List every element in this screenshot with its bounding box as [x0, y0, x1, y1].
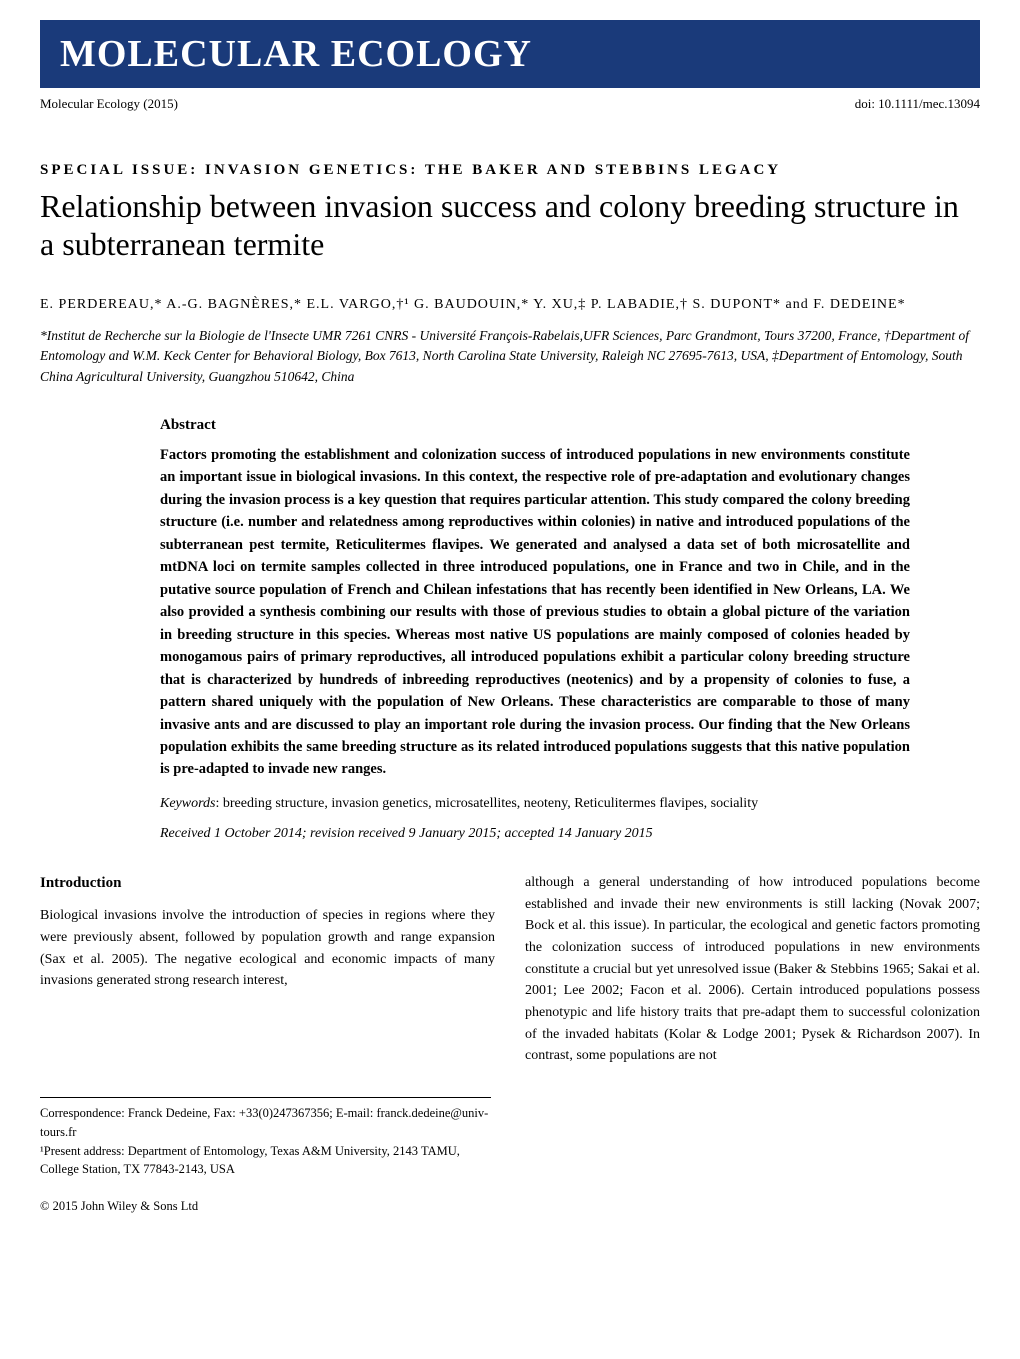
column-right: although a general understanding of how … [525, 872, 980, 1067]
authors: E. PERDEREAU,* A.-G. BAGNÈRES,* E.L. VAR… [40, 294, 980, 316]
intro-paragraph-right: although a general understanding of how … [525, 872, 980, 1067]
special-issue-label: SPECIAL ISSUE: INVASION GENETICS: THE BA… [40, 162, 980, 179]
keywords: Keywords: breeding structure, invasion g… [160, 793, 910, 814]
correspondence-line2: ¹Present address: Department of Entomolo… [40, 1142, 491, 1180]
journal-name: Molecular Ecology (2015) [40, 96, 178, 112]
submission-dates: Received 1 October 2014; revision receiv… [160, 826, 910, 842]
journal-banner-title: MOLECULAR ECOLOGY [60, 32, 960, 76]
keywords-label: Keywords [160, 796, 215, 811]
keywords-text: : breeding structure, invasion genetics,… [215, 796, 758, 811]
abstract-section: Abstract Factors promoting the establish… [160, 417, 910, 842]
doi: doi: 10.1111/mec.13094 [855, 96, 980, 112]
body-columns: Introduction Biological invasions involv… [40, 872, 980, 1067]
abstract-text: Factors promoting the establishment and … [160, 444, 910, 781]
correspondence: Correspondence: Franck Dedeine, Fax: +33… [40, 1097, 491, 1179]
column-left: Introduction Biological invasions involv… [40, 872, 495, 1067]
copyright: © 2015 John Wiley & Sons Ltd [40, 1199, 980, 1214]
correspondence-line1: Correspondence: Franck Dedeine, Fax: +33… [40, 1104, 491, 1142]
abstract-heading: Abstract [160, 417, 910, 434]
affiliations: *Institut de Recherche sur la Biologie d… [40, 326, 980, 387]
journal-banner: MOLECULAR ECOLOGY [40, 20, 980, 88]
introduction-heading: Introduction [40, 872, 495, 895]
article-title: Relationship between invasion success an… [40, 187, 980, 264]
meta-row: Molecular Ecology (2015) doi: 10.1111/me… [40, 96, 980, 112]
intro-paragraph-left: Biological invasions involve the introdu… [40, 905, 495, 992]
